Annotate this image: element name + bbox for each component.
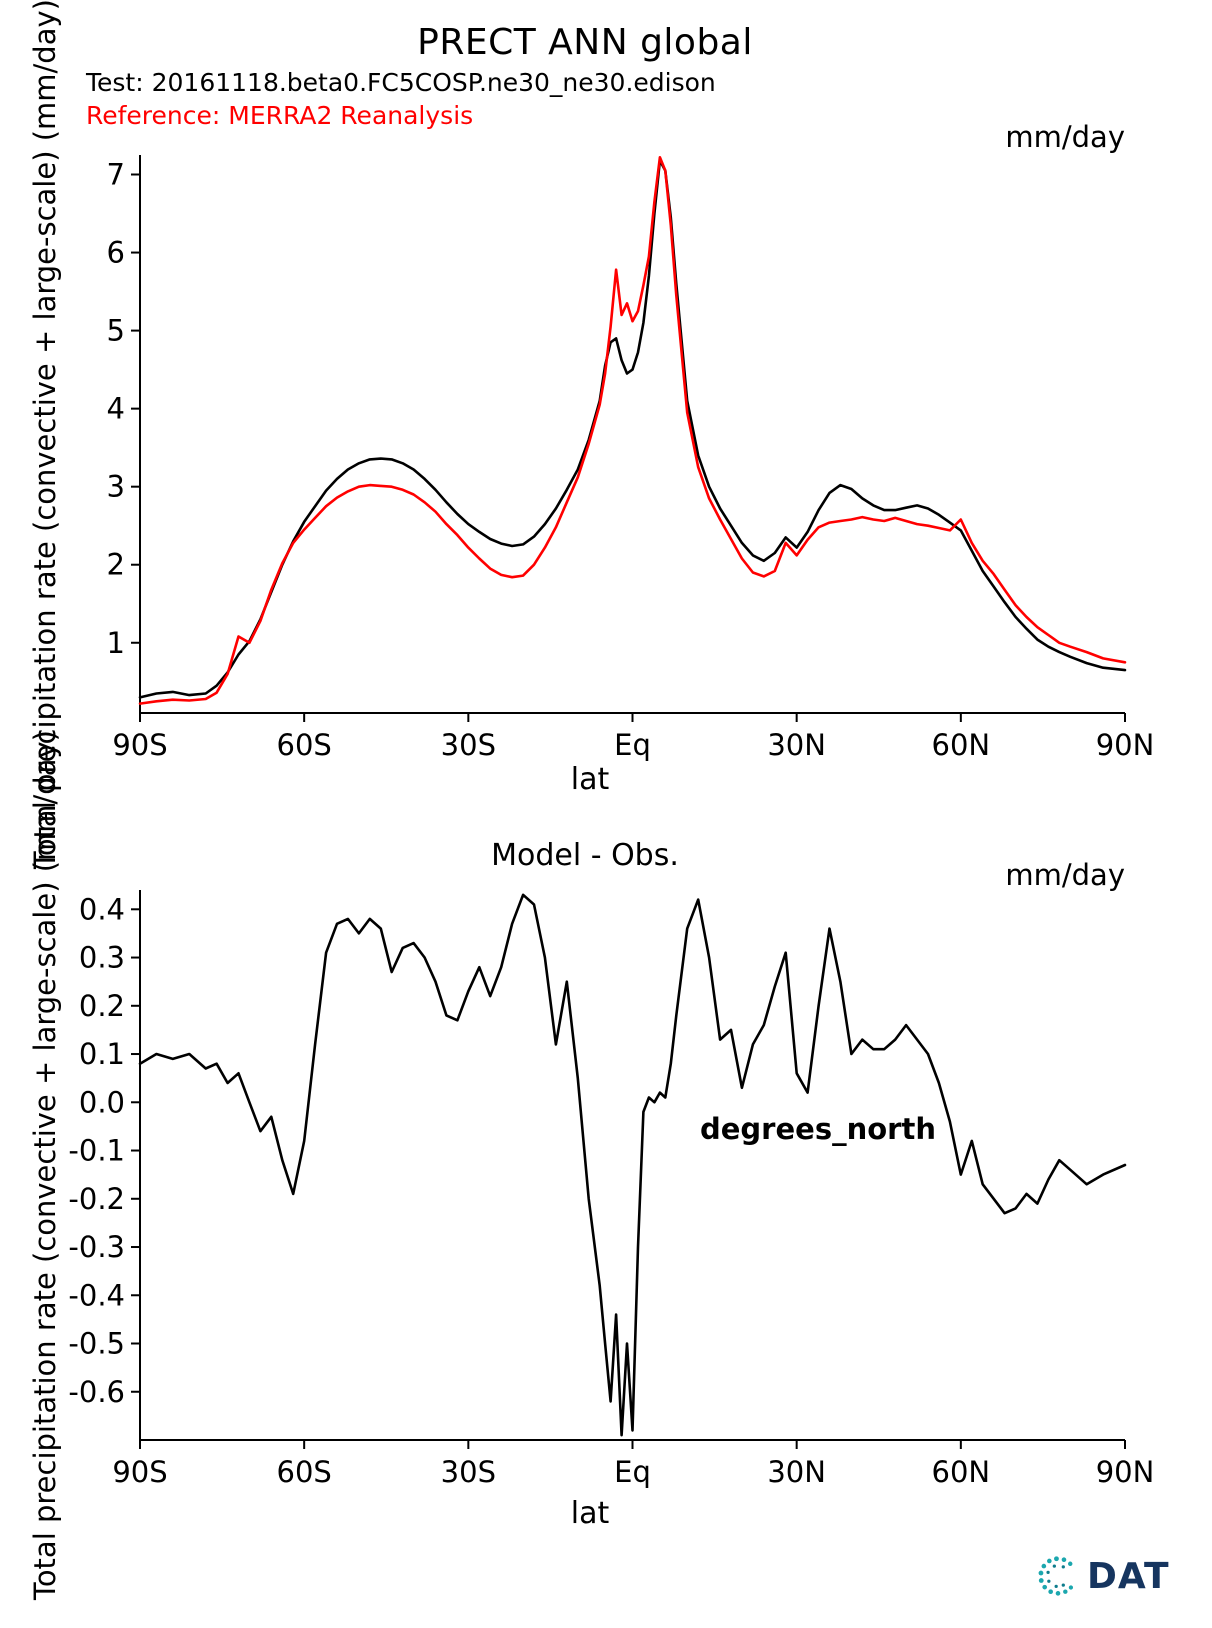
diff-panel-title: Model - Obs.	[491, 838, 679, 873]
svg-text:60S: 60S	[277, 728, 332, 762]
svg-text:7: 7	[107, 158, 125, 192]
cdat-dotted-c-icon	[1038, 1556, 1074, 1596]
svg-text:2: 2	[107, 548, 125, 582]
reference-label: Reference: MERRA2 Reanalysis	[86, 101, 474, 130]
units-label-top: mm/day	[1005, 120, 1125, 154]
svg-text:-0.1: -0.1	[68, 1134, 125, 1168]
svg-text:60N: 60N	[932, 1455, 991, 1489]
svg-text:0.1: 0.1	[79, 1037, 125, 1071]
y-axis-label-bottom: Total precipitation rate (convective + l…	[28, 730, 62, 1600]
svg-text:30N: 30N	[767, 1455, 826, 1489]
cdat-logo: DAT	[1032, 1550, 1170, 1602]
svg-text:-0.2: -0.2	[68, 1182, 125, 1216]
svg-text:90S: 90S	[112, 728, 167, 762]
svg-text:3: 3	[107, 470, 125, 504]
svg-text:0.4: 0.4	[79, 892, 125, 926]
svg-text:30S: 30S	[441, 1455, 496, 1489]
svg-text:90N: 90N	[1096, 1455, 1155, 1489]
svg-text:4: 4	[107, 392, 125, 426]
svg-text:30S: 30S	[441, 728, 496, 762]
svg-text:Eq: Eq	[614, 728, 651, 762]
svg-text:60N: 60N	[932, 728, 991, 762]
svg-text:6: 6	[107, 236, 125, 270]
x-axis-label-top: lat	[570, 762, 610, 797]
svg-text:-0.3: -0.3	[68, 1230, 125, 1264]
test-case-label: Test: 20161118.beta0.FC5COSP.ne30_ne30.e…	[86, 68, 716, 97]
svg-text:Eq: Eq	[614, 1455, 651, 1489]
svg-text:90N: 90N	[1096, 728, 1155, 762]
svg-text:0.0: 0.0	[79, 1085, 125, 1119]
svg-text:1: 1	[107, 626, 125, 660]
svg-text:90S: 90S	[112, 1455, 167, 1489]
svg-text:30N: 30N	[767, 728, 826, 762]
svg-text:5: 5	[107, 314, 125, 348]
svg-text:0.2: 0.2	[79, 989, 125, 1023]
svg-text:60S: 60S	[277, 1455, 332, 1489]
x-axis-label-bottom: lat	[570, 1496, 610, 1531]
svg-text:0.3: 0.3	[79, 941, 125, 975]
degrees-north-annotation: degrees_north	[700, 1112, 936, 1146]
svg-text:-0.5: -0.5	[68, 1327, 125, 1361]
units-label-bottom: mm/day	[1005, 858, 1125, 892]
svg-text:-0.4: -0.4	[68, 1278, 125, 1312]
cdat-logo-text: DAT	[1087, 1555, 1170, 1597]
svg-text:-0.6: -0.6	[68, 1375, 125, 1409]
page-title: PRECT ANN global	[417, 22, 753, 63]
